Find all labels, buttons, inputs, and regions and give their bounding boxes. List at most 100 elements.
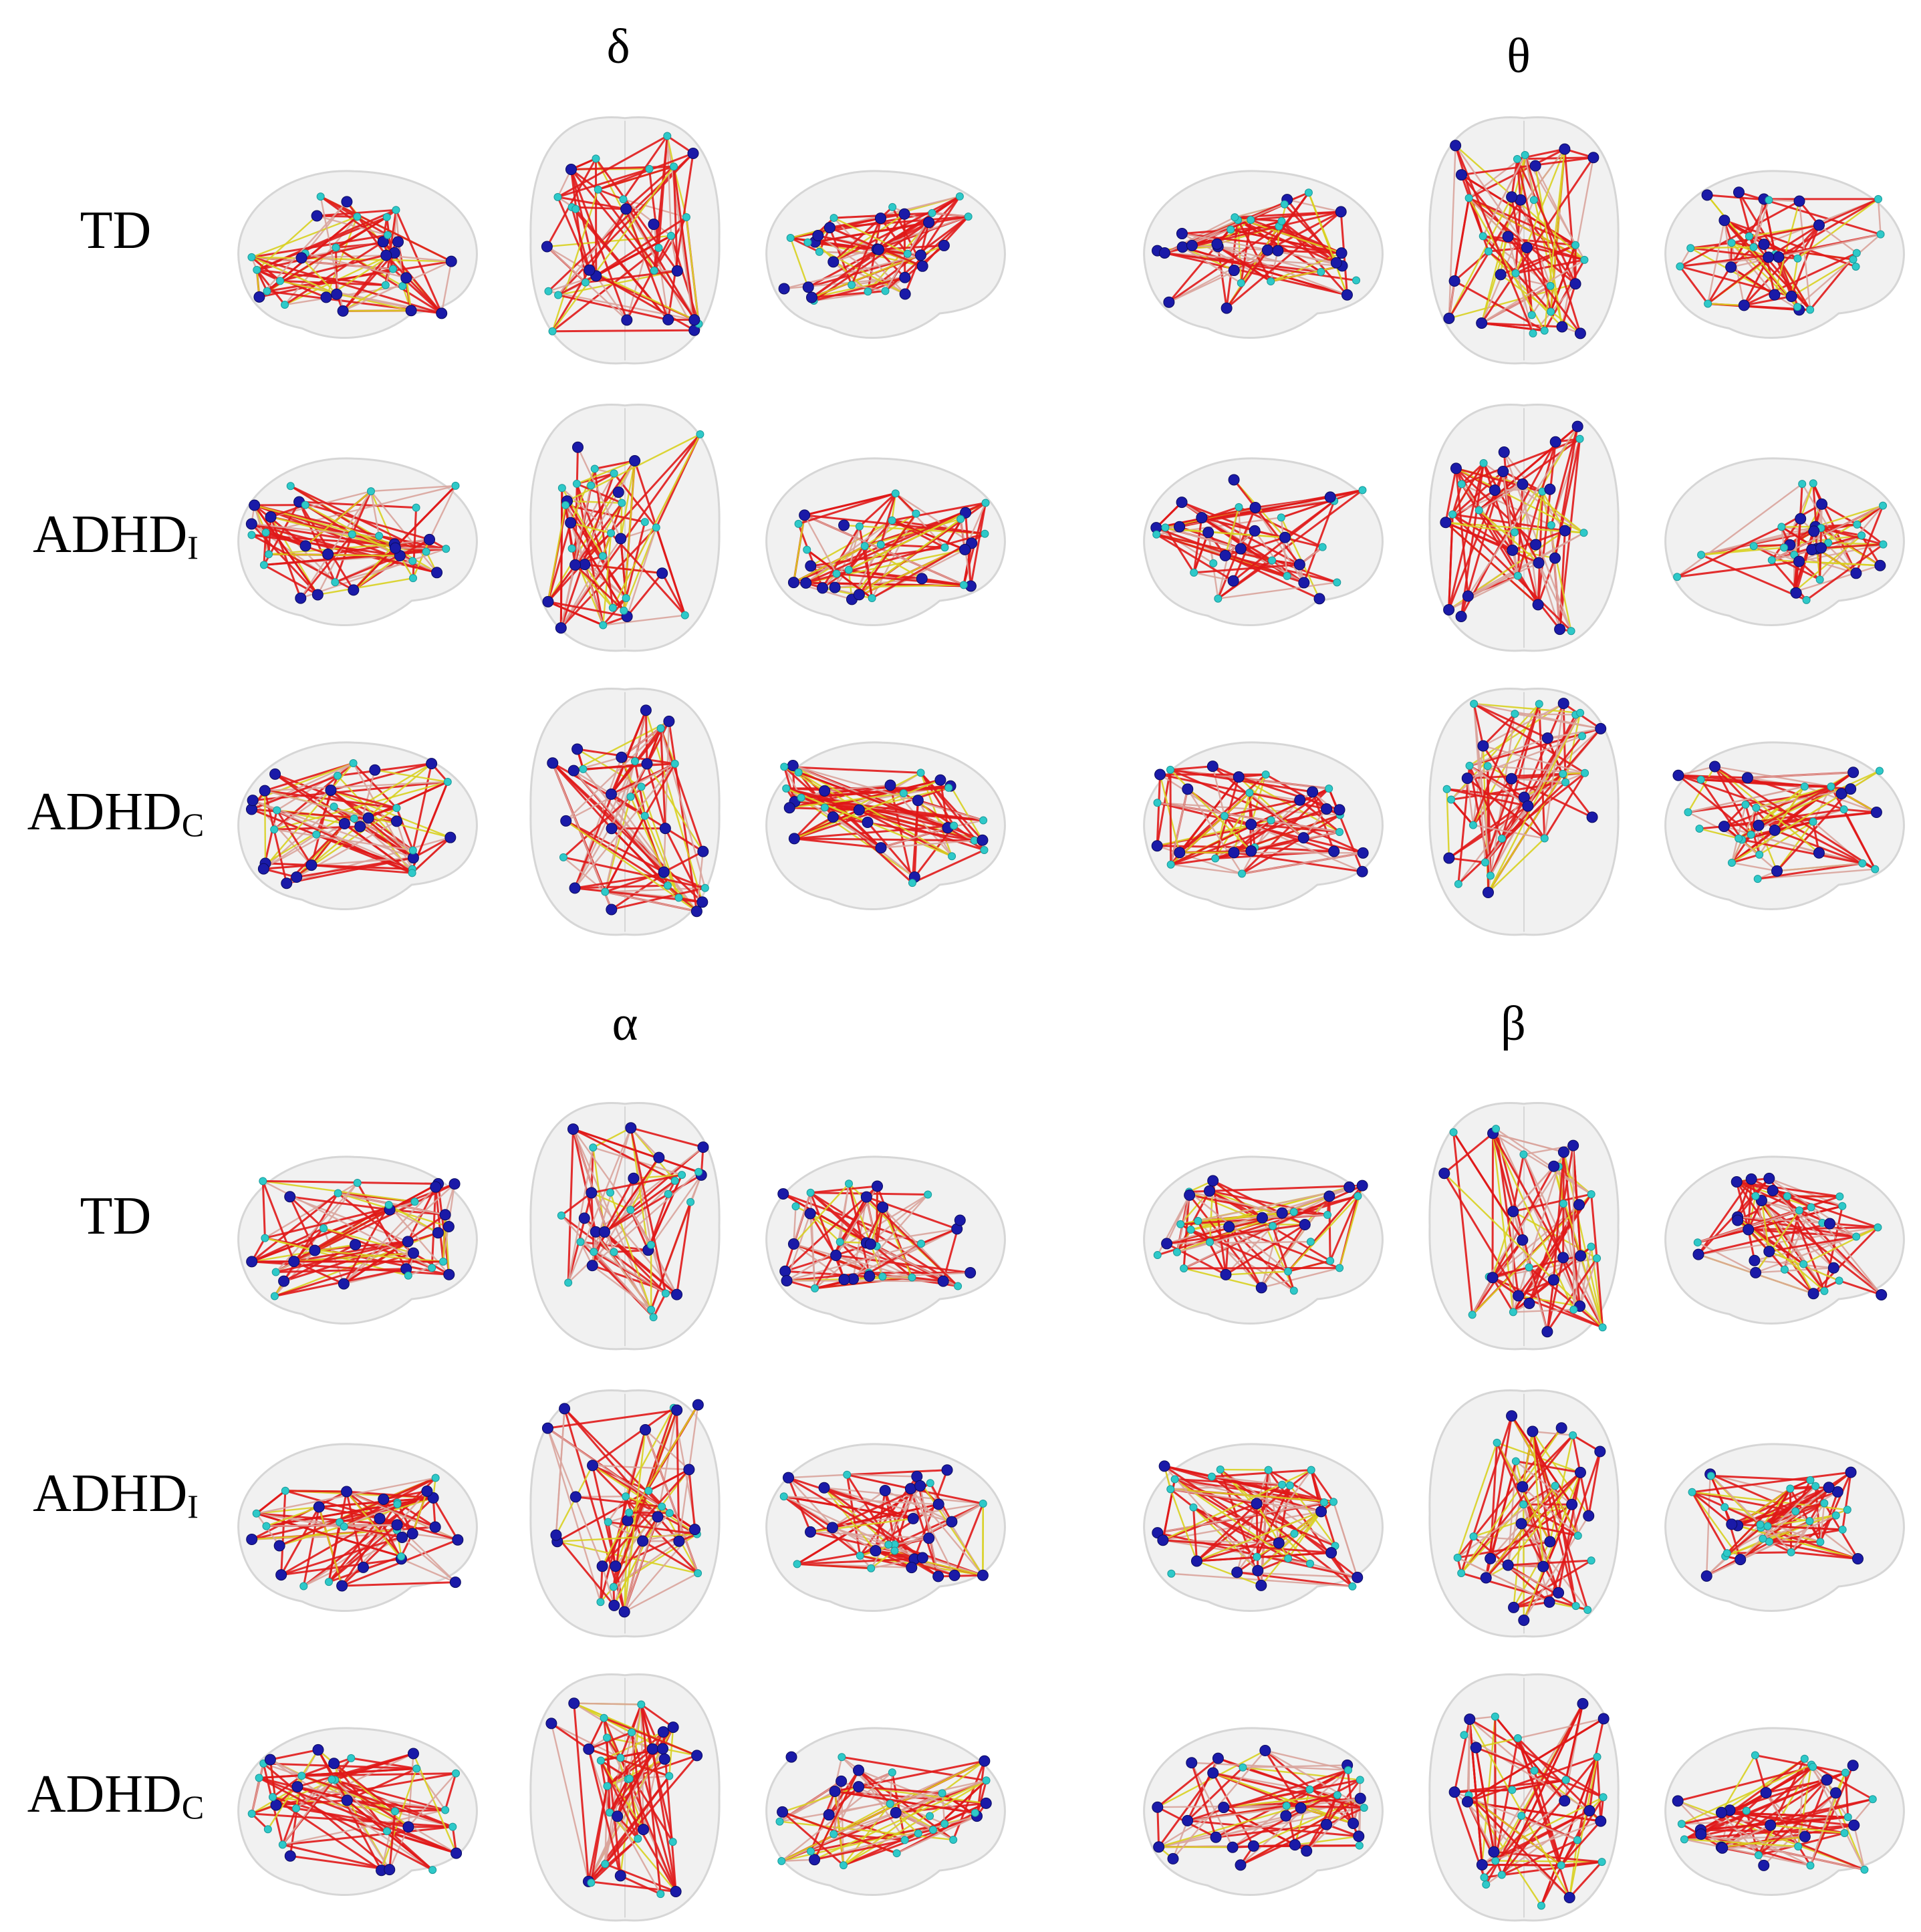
- row-label-td-bottom: TD: [80, 1187, 152, 1246]
- network-edges: [1446, 702, 1602, 893]
- brain-beta-adhd-i-axial: [1424, 1383, 1624, 1644]
- brain-beta-td-sagittal-right: [1651, 1149, 1912, 1337]
- network-nodes: [547, 704, 709, 918]
- network-nodes: [1672, 1751, 1877, 1874]
- network-edges: [1453, 1703, 1605, 1907]
- brain-theta-td-axial: [1424, 110, 1624, 371]
- network-nodes: [541, 1399, 704, 1618]
- row-label-td-top: TD: [80, 201, 152, 260]
- network-nodes: [779, 1464, 989, 1582]
- row-label-adhd-i-bottom: ADHDI: [33, 1464, 199, 1525]
- network-nodes: [1151, 761, 1369, 878]
- network-nodes: [778, 192, 973, 305]
- network-nodes: [545, 1697, 703, 1899]
- brain-theta-adhd-i-sagittal-right: [1651, 451, 1912, 638]
- row-label-adhd-c-top: ADHDC: [27, 783, 205, 843]
- network-nodes: [1442, 698, 1607, 899]
- network-edges: [1676, 482, 1884, 601]
- network-edges: [1677, 1754, 1874, 1871]
- brain-beta-td-sagittal-left: [1130, 1149, 1390, 1337]
- network-nodes: [557, 1122, 709, 1322]
- brain-alpha-td-sagittal-right: [752, 1149, 1013, 1337]
- brain-beta-td-axial: [1424, 1096, 1624, 1357]
- network-nodes: [775, 1751, 992, 1870]
- network-nodes: [1448, 1697, 1610, 1910]
- network-nodes: [1453, 1410, 1606, 1627]
- network-nodes: [1673, 479, 1888, 604]
- network-edges: [251, 762, 451, 885]
- network-edges: [251, 1748, 458, 1871]
- network-nodes: [245, 481, 460, 604]
- network-nodes: [1152, 1745, 1368, 1871]
- network-nodes: [1692, 1172, 1888, 1300]
- network-edges: [1156, 765, 1364, 875]
- network-nodes: [1153, 1175, 1368, 1295]
- network-nodes: [541, 132, 703, 336]
- network-nodes: [247, 1744, 463, 1877]
- network-edges: [546, 135, 700, 333]
- brain-theta-adhd-c-sagittal-right: [1651, 735, 1912, 922]
- brain-outline: [765, 1443, 1006, 1613]
- network-nodes: [1443, 140, 1599, 339]
- network-nodes: [1688, 1466, 1864, 1582]
- brain-alpha-adhd-c-sagittal-right: [752, 1721, 1013, 1908]
- brain-theta-adhd-c-sagittal-left: [1130, 735, 1390, 922]
- network-edges: [1679, 191, 1882, 311]
- network-edges: [560, 1127, 705, 1319]
- network-edges: [1678, 765, 1880, 880]
- band-title-delta: δ: [606, 19, 630, 74]
- network-edges: [251, 485, 457, 599]
- brain-alpha-adhd-c-sagittal-left: [224, 1721, 485, 1908]
- network-nodes: [1152, 188, 1361, 314]
- brain-outline: [1664, 1155, 1905, 1325]
- row-label-adhd-i-top: ADHDI: [33, 505, 199, 566]
- brain-delta-adhd-c-sagittal-right: [752, 735, 1013, 922]
- brain-beta-adhd-c-axial: [1424, 1667, 1624, 1928]
- network-nodes: [246, 1474, 464, 1592]
- brain-delta-adhd-c-axial: [525, 682, 725, 942]
- brain-beta-adhd-c-sagittal-right: [1651, 1721, 1912, 1908]
- network-nodes: [1672, 761, 1884, 883]
- network-nodes: [777, 1180, 977, 1292]
- network-edges: [1697, 1177, 1882, 1296]
- brain-beta-adhd-i-sagittal-right: [1651, 1437, 1912, 1624]
- network-edges: [1443, 1128, 1604, 1333]
- brain-delta-adhd-c-sagittal-left: [224, 735, 485, 922]
- brain-alpha-adhd-i-sagittal-left: [224, 1437, 485, 1624]
- network-nodes: [1438, 1125, 1607, 1338]
- network-nodes: [1676, 186, 1885, 316]
- network-nodes: [1440, 420, 1588, 636]
- brain-alpha-adhd-i-axial: [525, 1383, 725, 1644]
- brain-theta-adhd-i-sagittal-left: [1130, 451, 1390, 638]
- brain-alpha-adhd-i-sagittal-right: [752, 1437, 1013, 1624]
- network-edges: [792, 492, 987, 601]
- network-edges: [783, 765, 985, 884]
- brain-theta-td-sagittal-left: [1130, 164, 1390, 351]
- brain-delta-adhd-i-sagittal-right: [752, 451, 1013, 638]
- band-title-alpha: α: [612, 996, 638, 1051]
- network-nodes: [787, 489, 990, 605]
- brain-delta-adhd-i-sagittal-left: [224, 451, 485, 638]
- brain-delta-td-axial: [525, 110, 725, 371]
- network-edges: [251, 1477, 459, 1587]
- network-nodes: [780, 760, 989, 887]
- brain-alpha-td-axial: [525, 1096, 725, 1357]
- brain-alpha-adhd-c-axial: [525, 1667, 725, 1928]
- brain-delta-adhd-i-axial: [525, 398, 725, 658]
- band-title-theta: θ: [1507, 29, 1531, 84]
- network-nodes: [1152, 1460, 1364, 1591]
- network-edges: [1157, 191, 1357, 309]
- brain-beta-adhd-i-sagittal-left: [1130, 1437, 1390, 1624]
- row-label-adhd-c-bottom: ADHDC: [27, 1765, 205, 1826]
- network-nodes: [245, 758, 457, 889]
- brain-theta-td-sagittal-right: [1651, 164, 1912, 351]
- network-nodes: [247, 192, 457, 319]
- brain-theta-adhd-c-axial: [1424, 682, 1624, 942]
- brain-beta-adhd-c-sagittal-left: [1130, 1721, 1390, 1908]
- network-nodes: [246, 1177, 461, 1300]
- band-title-beta: β: [1501, 996, 1526, 1051]
- brain-delta-td-sagittal-left: [224, 164, 485, 351]
- network-edges: [1444, 425, 1585, 632]
- network-edges: [1456, 1415, 1602, 1621]
